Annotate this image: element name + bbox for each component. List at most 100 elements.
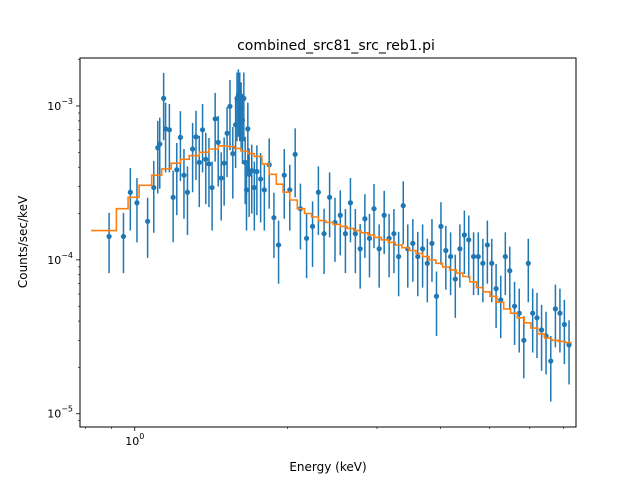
data-point (251, 184, 257, 191)
data-point (396, 253, 402, 260)
data-point (166, 127, 172, 133)
x-axis-ticks: 100 (85, 427, 565, 448)
data-point (177, 134, 184, 140)
data-point (424, 260, 430, 266)
data-point (525, 260, 531, 266)
data-point (241, 95, 247, 101)
data-point (193, 134, 199, 140)
data-point (281, 172, 287, 178)
data-point (224, 130, 230, 136)
y-tick-label: 10−3 (47, 97, 73, 113)
data-point (190, 146, 196, 152)
y-tick-label: 10−4 (47, 251, 73, 267)
data-point (475, 253, 481, 260)
data-point (337, 212, 343, 218)
data-point (261, 187, 267, 193)
plot-area (91, 69, 572, 402)
data-point (381, 212, 387, 218)
data-point (243, 187, 250, 193)
data-point (127, 189, 133, 195)
plot-frame (79, 57, 577, 428)
data-point (448, 253, 454, 260)
x-axis-label: Energy (keV) (289, 460, 366, 474)
data-point (134, 200, 140, 206)
data-point (429, 240, 435, 246)
data-point (371, 206, 377, 212)
data-point (315, 189, 321, 195)
data-point (242, 159, 248, 165)
data-point (391, 231, 397, 237)
data-point (215, 139, 221, 145)
data-point (502, 253, 508, 260)
data-point (366, 235, 373, 241)
data-point (362, 216, 368, 222)
data-point (181, 172, 187, 178)
data-point (184, 189, 191, 195)
data-point (443, 247, 449, 254)
data-point (249, 168, 255, 174)
y-tick-label: 10−5 (47, 405, 73, 421)
data-point (206, 161, 212, 167)
data-point (151, 184, 157, 191)
x-tick-label: 100 (125, 432, 144, 448)
data-point (433, 293, 440, 299)
data-point (342, 231, 349, 237)
data-point (258, 176, 264, 182)
data-point (507, 268, 513, 274)
data-point (552, 306, 559, 312)
data-point (357, 246, 363, 252)
data-point (530, 310, 536, 316)
data-point (196, 159, 202, 165)
data-point (438, 223, 444, 229)
y-axis-ticks: 10−5 10−4 10−3 (47, 59, 80, 422)
data-point (557, 310, 563, 316)
data-point (484, 242, 490, 248)
data-point (287, 187, 293, 193)
data-point (303, 235, 310, 241)
data-point (309, 223, 316, 229)
model-step-line (91, 145, 572, 344)
data-point (292, 151, 298, 157)
data-point (209, 184, 215, 191)
data-point (415, 253, 421, 260)
data-point (410, 240, 416, 246)
data-point (538, 327, 545, 333)
data-point (145, 218, 151, 224)
data-point (327, 194, 333, 200)
data-point (106, 233, 112, 240)
data-point (498, 297, 504, 303)
data-point (566, 342, 572, 348)
data-point (199, 127, 206, 133)
data-point (321, 231, 327, 237)
data-point (511, 303, 518, 309)
data-point (230, 151, 236, 157)
data-point (376, 246, 382, 252)
data-point (461, 232, 467, 238)
data-point (561, 321, 567, 328)
data-point (245, 126, 251, 132)
data-point (347, 200, 354, 206)
data-point (521, 337, 527, 343)
data-point (480, 260, 486, 266)
data-point (221, 160, 227, 166)
data-point (212, 116, 218, 122)
chart-title: combined_src81_src_reb1.pi (237, 38, 435, 54)
data-point (246, 171, 252, 177)
data-point (493, 286, 499, 292)
data-point (470, 253, 477, 260)
data-point (203, 156, 209, 162)
data-point (271, 215, 277, 221)
data-point (227, 103, 233, 109)
data-point (452, 276, 458, 282)
data-point (170, 194, 176, 200)
data-point (275, 242, 282, 248)
data-point (352, 231, 358, 237)
data-point (161, 95, 167, 101)
data-point (157, 141, 163, 147)
data-point (466, 237, 472, 243)
data-point (457, 246, 463, 252)
data-point (489, 260, 495, 266)
data-point (120, 233, 127, 240)
data-point (218, 175, 224, 181)
